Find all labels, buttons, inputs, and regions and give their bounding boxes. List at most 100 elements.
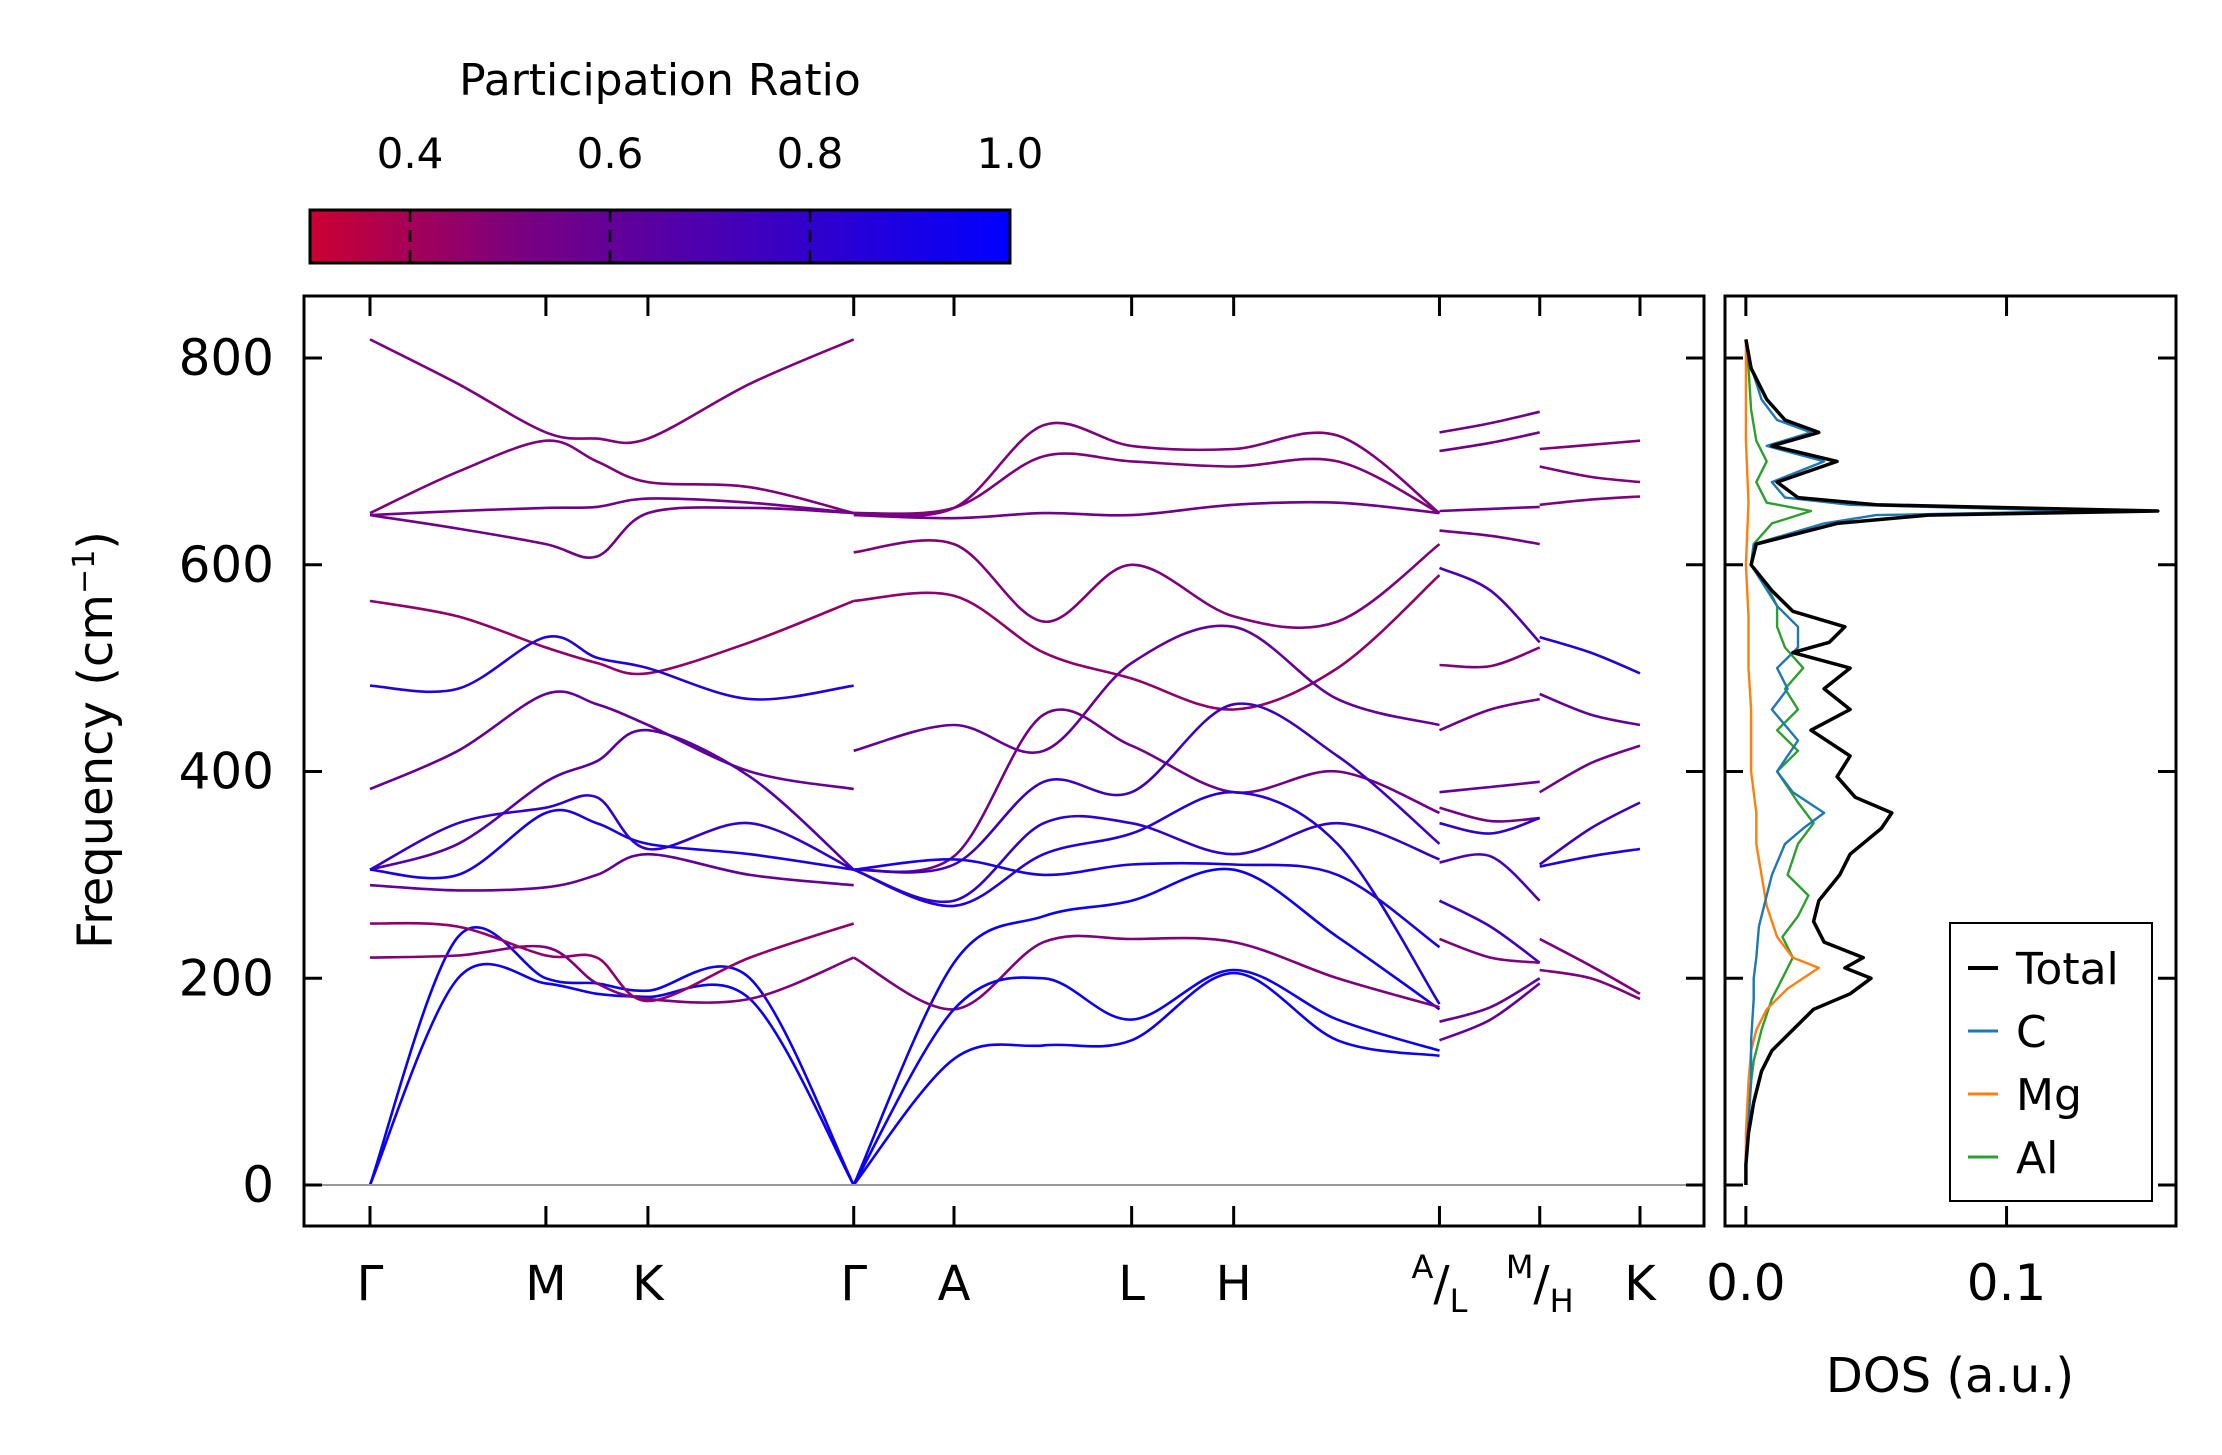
dos-panel: 0.0 0.1 DOS (a.u.) Total C Mg Al xyxy=(1706,294,2178,1404)
high-symmetry-label: A/L xyxy=(1412,1248,1468,1320)
legend-label: Mg xyxy=(2016,1070,2082,1121)
high-symmetry-label: Γ xyxy=(840,1256,867,1312)
phonon-band xyxy=(1539,465,1641,484)
high-symmetry-label-sup: A xyxy=(1412,1248,1434,1286)
phonon-band xyxy=(1539,847,1641,868)
phonon-band xyxy=(1539,968,1641,1001)
phonon-band xyxy=(369,921,855,1003)
y-axis-label: Frequency (cm−1) xyxy=(67,531,124,949)
phonon-band xyxy=(369,599,855,676)
dos-axes-frame xyxy=(1723,294,2178,1228)
phonon-band xyxy=(853,624,1440,754)
legend-label: C xyxy=(2016,1007,2047,1058)
phonon-band xyxy=(1439,529,1540,546)
y-tick-label: 0 xyxy=(242,1156,274,1214)
y-axis-label-close: ) xyxy=(68,531,124,550)
dos-curve xyxy=(1744,339,1815,1185)
phonon-band xyxy=(1438,899,1541,964)
phonon-band xyxy=(1439,937,1540,964)
phonon-band xyxy=(852,968,1440,1186)
high-symmetry-label-slash: / xyxy=(1533,1256,1550,1312)
dos-curve xyxy=(1744,339,1820,1185)
phonon-band xyxy=(1439,505,1540,513)
high-symmetry-label-sub: L xyxy=(1450,1282,1468,1320)
high-symmetry-label: L xyxy=(1118,1256,1145,1312)
dos-curve xyxy=(1744,339,2086,1185)
phonon-band xyxy=(1439,697,1540,732)
high-symmetry-label: Γ xyxy=(357,1256,384,1312)
phonon-band xyxy=(369,852,854,892)
phonon-band xyxy=(369,634,854,701)
phonon-band xyxy=(369,690,854,791)
phonon-band xyxy=(853,574,1441,711)
phonon-band xyxy=(1539,937,1641,995)
phonon-band xyxy=(369,944,855,1004)
colorbar-gradient xyxy=(308,208,1012,265)
phonon-band xyxy=(853,500,1440,520)
dos-x-tick-label: 0.1 xyxy=(1967,1254,2047,1312)
colorbar-tick-label: 0.8 xyxy=(777,129,844,178)
phonon-band xyxy=(1539,692,1641,727)
high-symmetry-label-sub: H xyxy=(1550,1282,1574,1320)
dos-x-tick-label: 0.0 xyxy=(1706,1254,1786,1312)
phonon-band xyxy=(1439,977,1541,1023)
phonon-band xyxy=(1439,853,1541,902)
dos-curve xyxy=(1744,339,2160,1185)
colorbar-tick-label: 0.4 xyxy=(377,129,444,178)
phonon-band xyxy=(1439,806,1540,823)
phonon-band xyxy=(369,808,854,880)
legend: Total C Mg Al xyxy=(1949,922,2153,1202)
phonon-band xyxy=(1539,635,1641,675)
y-tick-label: 400 xyxy=(179,743,274,801)
phonon-band xyxy=(1538,801,1641,866)
colorbar-label: Participation Ratio xyxy=(459,55,861,106)
y-axis-label-main: Frequency (cm xyxy=(68,594,124,949)
phonon-band xyxy=(853,702,1441,874)
phonon-band xyxy=(1539,439,1641,451)
high-symmetry-label: H xyxy=(1216,1256,1252,1312)
phonon-band xyxy=(369,439,855,515)
phonon-band xyxy=(853,452,1441,516)
colorbar-tick-label: 1.0 xyxy=(977,129,1044,178)
phonon-band xyxy=(1539,495,1641,507)
phonon-band xyxy=(852,867,1441,1186)
phonon-band xyxy=(852,971,1440,1186)
y-axis-label-sup: −1 xyxy=(67,550,102,594)
dos-x-axis-label: DOS (a.u.) xyxy=(1826,1348,2074,1404)
phonon-band xyxy=(369,338,855,445)
y-tick-label: 600 xyxy=(179,536,274,594)
phonon-band xyxy=(853,421,1441,518)
high-symmetry-label-slash: / xyxy=(1433,1256,1450,1312)
phonon-band xyxy=(369,497,854,517)
phonon-band xyxy=(1439,646,1541,669)
colorbar-tick-label: 0.6 xyxy=(577,129,644,178)
high-symmetry-label: M/H xyxy=(1506,1248,1574,1320)
high-symmetry-label: K xyxy=(1624,1256,1657,1312)
colorbar: Participation Ratio 0.4 0.6 0.8 1.0 xyxy=(308,55,1044,265)
phonon-band xyxy=(369,506,854,559)
phonon-band xyxy=(853,708,1440,874)
phonon-band xyxy=(1438,566,1541,644)
high-symmetry-label: A xyxy=(938,1256,971,1312)
phonon-band xyxy=(1439,982,1541,1042)
y-tick-label: 200 xyxy=(179,949,274,1007)
legend-label: Al xyxy=(2016,1133,2058,1184)
phonon-band xyxy=(369,794,855,871)
phonon-band xyxy=(368,962,855,1186)
phonon-band xyxy=(853,858,1441,949)
phonon-band xyxy=(853,539,1441,630)
y-tick-label: 800 xyxy=(179,329,274,387)
phonon-band xyxy=(1539,744,1641,794)
phonon-band xyxy=(1439,816,1541,835)
high-symmetry-label: M xyxy=(525,1256,566,1312)
phonon-band xyxy=(1439,410,1540,434)
phonon-band xyxy=(1439,780,1540,794)
high-symmetry-label-sup: M xyxy=(1506,1248,1534,1286)
phonon-band xyxy=(369,728,855,871)
phonon-band xyxy=(853,790,1441,1005)
high-symmetry-label: K xyxy=(632,1256,665,1312)
phonon-band xyxy=(1439,431,1540,453)
phonon-band xyxy=(368,926,855,1186)
phonon-band xyxy=(853,814,1440,904)
